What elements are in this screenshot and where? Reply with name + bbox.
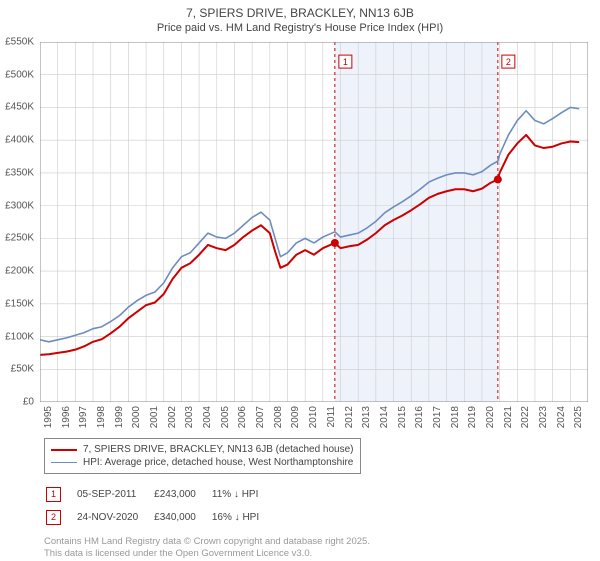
x-tick-label: 2001 [149, 406, 160, 436]
x-tick-label: 2023 [538, 406, 549, 436]
x-tick-label: 2006 [237, 406, 248, 436]
x-tick-label: 2005 [220, 406, 231, 436]
x-tick-label: 1995 [43, 406, 54, 436]
attribution: Contains HM Land Registry data © Crown c… [44, 536, 600, 561]
legend-swatch [51, 449, 77, 451]
y-tick-label: £250K [0, 233, 34, 244]
x-tick-label: 2022 [520, 406, 531, 436]
x-tick-label: 2016 [414, 406, 425, 436]
legend: 7, SPIERS DRIVE, BRACKLEY, NN13 6JB (det… [44, 438, 361, 474]
y-tick-label: £150K [0, 298, 34, 309]
x-tick-label: 1996 [61, 406, 72, 436]
legend-label: 7, SPIERS DRIVE, BRACKLEY, NN13 6JB (det… [83, 444, 354, 455]
svg-text:2: 2 [506, 57, 511, 67]
sales-row: 1 05-SEP-2011£243,00011% ↓ HPI [46, 484, 273, 505]
x-tick-label: 2024 [556, 406, 567, 436]
x-tick-label: 2019 [467, 406, 478, 436]
x-tick-label: 2000 [131, 406, 142, 436]
x-tick-label: 2014 [379, 406, 390, 436]
y-tick-label: £450K [0, 102, 34, 113]
x-tick-label: 2009 [290, 406, 301, 436]
x-tick-label: 1998 [96, 406, 107, 436]
y-tick-label: £200K [0, 266, 34, 277]
sale-date: 24-NOV-2020 [77, 507, 152, 528]
sale-price: £340,000 [154, 507, 210, 528]
x-tick-label: 2011 [326, 406, 337, 436]
chart-area: 12 £0£50K£100K£150K£200K£250K£300K£350K£… [40, 42, 588, 402]
x-tick-label: 2015 [397, 406, 408, 436]
y-tick-label: £350K [0, 167, 34, 178]
title-main: 7, SPIERS DRIVE, BRACKLEY, NN13 6JB [0, 6, 600, 20]
y-tick-label: £400K [0, 135, 34, 146]
y-tick-label: £50K [0, 364, 34, 375]
x-tick-label: 1999 [114, 406, 125, 436]
sale-price: £243,000 [154, 484, 210, 505]
sale-delta: 16% ↓ HPI [212, 507, 273, 528]
x-tick-label: 2021 [503, 406, 514, 436]
x-tick-label: 2002 [167, 406, 178, 436]
x-tick-label: 1997 [78, 406, 89, 436]
attribution-line2: This data is licensed under the Open Gov… [44, 548, 600, 560]
y-tick-label: £0 [0, 397, 34, 408]
sales-row: 2 24-NOV-2020£340,00016% ↓ HPI [46, 507, 273, 528]
title-sub: Price paid vs. HM Land Registry's House … [0, 22, 600, 34]
x-tick-label: 2017 [432, 406, 443, 436]
y-tick-label: £100K [0, 331, 34, 342]
sale-delta: 11% ↓ HPI [212, 484, 273, 505]
chart-svg: 12 [40, 42, 588, 402]
sale-marker-box: 1 [46, 487, 61, 502]
y-tick-label: £300K [0, 200, 34, 211]
x-tick-label: 2003 [184, 406, 195, 436]
y-tick-label: £550K [0, 37, 34, 48]
svg-text:1: 1 [343, 57, 348, 67]
x-tick-label: 2018 [450, 406, 461, 436]
sales-table: 1 05-SEP-2011£243,00011% ↓ HPI 2 24-NOV-202… [44, 482, 275, 530]
x-tick-label: 2004 [202, 406, 213, 436]
sale-date: 05-SEP-2011 [77, 484, 152, 505]
x-tick-label: 2025 [573, 406, 584, 436]
titles: 7, SPIERS DRIVE, BRACKLEY, NN13 6JB Pric… [0, 0, 600, 34]
legend-swatch [51, 462, 77, 463]
x-tick-label: 2020 [485, 406, 496, 436]
x-tick-label: 2012 [344, 406, 355, 436]
sale-marker-box: 2 [46, 510, 61, 525]
legend-row: HPI: Average price, detached house, West… [51, 456, 354, 469]
x-tick-label: 2008 [273, 406, 284, 436]
legend-label: HPI: Average price, detached house, West… [83, 457, 353, 468]
legend-row: 7, SPIERS DRIVE, BRACKLEY, NN13 6JB (det… [51, 443, 354, 456]
y-tick-label: £500K [0, 69, 34, 80]
x-tick-label: 2010 [308, 406, 319, 436]
x-tick-label: 2013 [361, 406, 372, 436]
chart-container: 7, SPIERS DRIVE, BRACKLEY, NN13 6JB Pric… [0, 0, 600, 560]
attribution-line1: Contains HM Land Registry data © Crown c… [44, 536, 600, 548]
x-tick-label: 2007 [255, 406, 266, 436]
